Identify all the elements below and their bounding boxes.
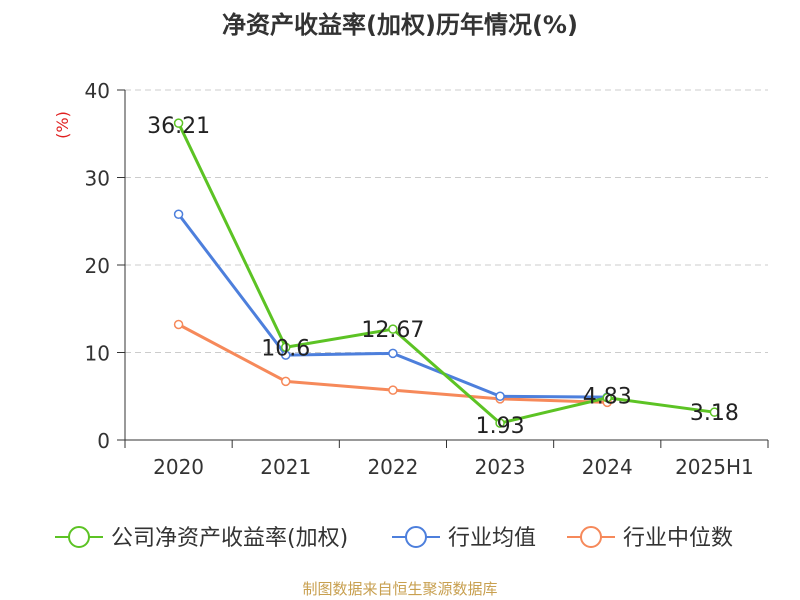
data-point bbox=[709, 407, 720, 417]
x-tick-label: 2023 bbox=[475, 455, 526, 479]
data-label: 3.18 bbox=[690, 401, 739, 426]
x-tick-label: 2021 bbox=[260, 455, 311, 479]
legend-label: 行业中位数 bbox=[623, 526, 733, 551]
grid bbox=[125, 89, 768, 353]
y-tick-label: 0 bbox=[97, 429, 110, 453]
legend-marker bbox=[405, 526, 427, 548]
legend-marker bbox=[580, 526, 602, 548]
legend: 公司净资产收益率(加权) 行业均值 行业中位数 bbox=[55, 526, 733, 551]
data-point bbox=[281, 342, 291, 352]
series-line bbox=[177, 122, 715, 425]
data-point bbox=[281, 376, 291, 387]
data-label: 10.6 bbox=[261, 336, 310, 361]
data-point bbox=[388, 348, 398, 359]
legend-label: 行业均值 bbox=[448, 526, 536, 551]
data-point bbox=[495, 391, 505, 401]
y-tick-label: 30 bbox=[85, 167, 110, 191]
x-tick-label: 2024 bbox=[582, 455, 633, 479]
axes: 0 10 20 30 40 2020 2021 2022 2023 2024 2025H1 bbox=[85, 79, 769, 479]
data-point bbox=[495, 418, 505, 428]
data-label: 4.83 bbox=[583, 385, 632, 410]
data-label: 12.67 bbox=[361, 318, 424, 343]
series-group bbox=[173, 118, 720, 428]
data-labels: 36.21 10.6 12.67 1.93 4.83 3.18 bbox=[147, 114, 739, 439]
chart-title: 净资产收益率(加权)历年情况(%) bbox=[222, 11, 578, 39]
data-point bbox=[173, 118, 184, 128]
data-label: 36.21 bbox=[147, 114, 210, 139]
source-note: 制图数据来自恒生聚源数据库 bbox=[302, 580, 497, 598]
y-tick-label: 10 bbox=[85, 342, 110, 366]
y-tick-label: 40 bbox=[85, 79, 110, 103]
data-point bbox=[388, 385, 398, 395]
legend-marker bbox=[68, 526, 90, 548]
y-axis-label: (%) bbox=[53, 111, 72, 139]
y-tick-label: 20 bbox=[85, 254, 110, 278]
x-tick-label: 2025H1 bbox=[675, 455, 754, 479]
data-point bbox=[388, 324, 398, 334]
data-point bbox=[173, 209, 184, 219]
data-point bbox=[173, 319, 184, 330]
legend-label: 公司净资产收益率(加权) bbox=[111, 526, 348, 551]
data-label: 1.93 bbox=[476, 414, 525, 439]
data-point bbox=[602, 392, 612, 403]
x-tick-label: 2020 bbox=[153, 455, 204, 479]
x-tick-label: 2022 bbox=[367, 455, 418, 479]
series-line bbox=[177, 213, 608, 399]
